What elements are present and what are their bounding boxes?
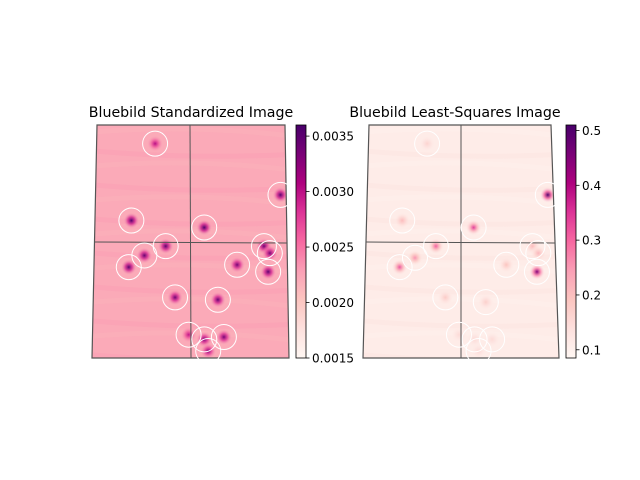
colorbar-gradient xyxy=(295,124,307,359)
colorbar-tick-label: 0.0020 xyxy=(312,296,354,310)
image-boundary xyxy=(362,124,560,359)
source-blob xyxy=(157,238,174,255)
source-blob xyxy=(539,186,556,203)
source-circle xyxy=(523,258,550,285)
source-blob xyxy=(391,259,408,276)
source-blob xyxy=(465,219,482,236)
source-blob xyxy=(394,212,411,229)
source-circle xyxy=(389,207,416,234)
sources-layer xyxy=(120,135,289,358)
texture-ripple xyxy=(92,126,289,140)
source-markers xyxy=(115,130,294,365)
source-blob xyxy=(450,326,467,343)
source-blob xyxy=(437,289,454,306)
source-blob xyxy=(427,238,444,255)
colorbar-tick-label: 0.0025 xyxy=(312,241,354,255)
source-circle xyxy=(142,130,169,157)
source-circle xyxy=(461,326,488,353)
source-circle xyxy=(432,284,459,311)
source-blob xyxy=(406,249,423,266)
source-circle xyxy=(191,214,218,241)
source-circle xyxy=(445,321,472,348)
source-circle xyxy=(460,214,487,241)
source-circle xyxy=(224,251,251,278)
source-circle xyxy=(115,254,142,281)
colorbar-tick-label: 0.4 xyxy=(582,179,601,193)
source-blob xyxy=(498,256,515,273)
source-circle xyxy=(386,254,413,281)
source-blob xyxy=(167,289,184,306)
source-blob xyxy=(477,294,494,311)
source-circle xyxy=(414,130,441,157)
source-circle xyxy=(191,326,218,353)
title-least-squares: Bluebild Least-Squares Image xyxy=(349,105,560,121)
source-circle xyxy=(118,207,145,234)
colorbar-tick-label: 0.0035 xyxy=(312,130,354,144)
source-blob xyxy=(209,291,226,308)
source-circle xyxy=(250,233,277,260)
panel-least-squares: Bluebild Least-Squares Image 0.10.20.30.… xyxy=(349,105,601,365)
source-blob xyxy=(419,135,436,152)
source-blob xyxy=(196,219,213,236)
colorbar-tick-label: 0.1 xyxy=(582,343,601,357)
source-circle xyxy=(479,326,506,353)
source-circle xyxy=(175,321,202,348)
source-circle xyxy=(204,286,231,313)
source-blob xyxy=(147,135,164,152)
source-blob xyxy=(272,186,289,203)
source-blob xyxy=(215,329,232,346)
source-circle xyxy=(519,233,546,260)
grid-parallel xyxy=(94,241,288,244)
source-circle xyxy=(401,244,428,271)
source-circle xyxy=(267,181,294,208)
colorbar-tick-label: 0.3 xyxy=(582,234,601,248)
grid-parallel xyxy=(365,241,556,244)
source-blob xyxy=(260,263,277,280)
title-standardized: Bluebild Standardized Image xyxy=(89,105,293,121)
grid-lines xyxy=(94,124,288,359)
source-blob xyxy=(261,245,278,262)
colorbar-tick-label: 0.0030 xyxy=(312,185,354,199)
texture-ripple xyxy=(92,351,289,358)
source-circle xyxy=(465,338,492,365)
source-blob xyxy=(136,247,153,264)
colorbar-least-squares: 0.1 0.2 0.3 0.4 0.5 xyxy=(565,124,601,359)
source-circle xyxy=(534,181,561,208)
source-circle xyxy=(255,258,282,285)
source-blob xyxy=(120,259,137,276)
colorbar-tick-label: 0.2 xyxy=(582,288,601,302)
image-boundary xyxy=(91,124,290,359)
source-markers xyxy=(386,130,561,365)
grid-meridian xyxy=(189,124,192,359)
source-circle xyxy=(195,338,222,365)
source-circle xyxy=(162,284,189,311)
source-circle xyxy=(422,233,449,260)
source-circle xyxy=(472,289,499,316)
colorbar-tick-label: 0.5 xyxy=(582,124,601,138)
colorbar-gradient xyxy=(565,124,577,359)
grid-lines xyxy=(365,125,556,358)
texture-ripple xyxy=(363,351,559,358)
source-blob xyxy=(484,331,501,348)
texture-ripple xyxy=(92,160,289,174)
source-blob xyxy=(528,263,545,280)
source-blob xyxy=(123,212,140,229)
panel-standardized: Bluebild Standardized Image 0.0015 0.0020… xyxy=(89,105,354,366)
colorbar-tick-label: 0.0015 xyxy=(312,352,354,366)
source-circle xyxy=(210,324,237,351)
source-blob xyxy=(530,245,547,262)
source-blob xyxy=(180,326,197,343)
source-circle xyxy=(493,251,520,278)
colorbar-standardized: 0.0015 0.0020 0.0025 0.0030 0.0035 xyxy=(295,124,354,366)
source-blob xyxy=(229,256,246,273)
source-circle xyxy=(256,240,283,267)
texture-ripple xyxy=(92,147,289,159)
source-circle xyxy=(525,240,552,267)
